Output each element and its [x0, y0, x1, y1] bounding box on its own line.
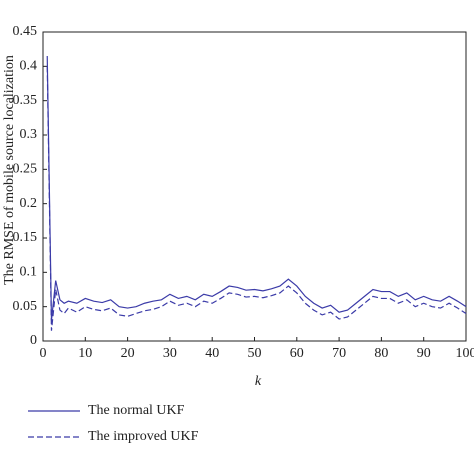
x-tick-label: 100: [456, 346, 474, 361]
y-tick-label: 0.1: [20, 265, 38, 280]
legend-label: The improved UKF: [88, 429, 199, 444]
series-line: [46, 56, 467, 321]
x-tick-label: 50: [248, 346, 262, 361]
x-tick-label: 20: [121, 346, 135, 361]
x-tick-label: 90: [417, 346, 431, 361]
y-tick-label: 0: [30, 333, 37, 348]
x-tick-label: 60: [290, 346, 304, 361]
y-tick-label: 0.4: [20, 59, 38, 74]
y-axis-label: The RMSE of mobile source localization: [2, 55, 17, 285]
y-tick-label: 0.25: [13, 162, 38, 177]
x-tick-label: 10: [78, 346, 92, 361]
y-tick-label: 0.3: [20, 127, 38, 142]
x-tick-label: 0: [40, 346, 47, 361]
x-tick-label: 80: [374, 346, 388, 361]
legend-label: The normal UKF: [88, 403, 185, 418]
y-tick-label: 0.15: [13, 230, 38, 245]
x-tick-label: 30: [163, 346, 177, 361]
y-tick-label: 0.05: [13, 299, 38, 314]
y-tick-label: 0.35: [13, 93, 38, 108]
x-tick-label: 40: [205, 346, 219, 361]
series-line: [46, 66, 467, 331]
y-tick-label: 0.2: [20, 196, 38, 211]
y-tick-label: 0.45: [13, 24, 38, 39]
x-axis-label: k: [255, 374, 262, 389]
x-tick-label: 70: [332, 346, 346, 361]
